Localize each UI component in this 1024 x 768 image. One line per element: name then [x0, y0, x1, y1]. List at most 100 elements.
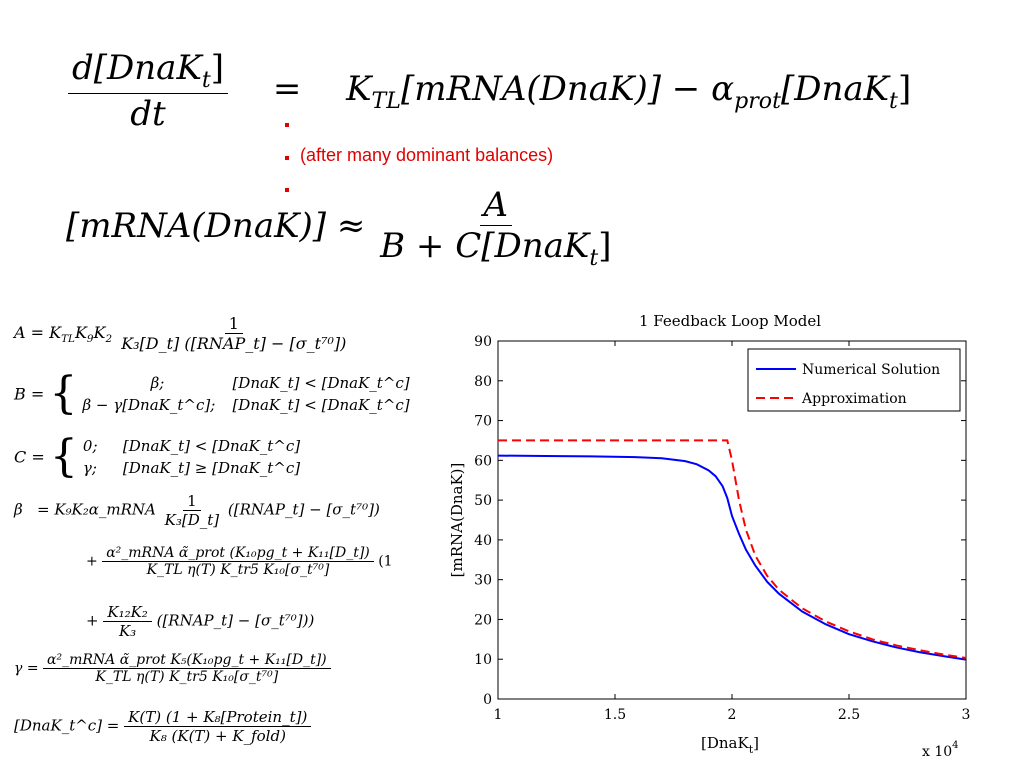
a-numerator: 1 [224, 314, 243, 334]
c-case1-condition: [DnaK_t] < [DnaK_t^c] [122, 437, 301, 455]
b-cases: β; [DnaK_t] < [DnaK_t^c] β − γ[DnaK_t^c];… [82, 372, 409, 416]
series-line-approximation [498, 439, 967, 659]
y-tick-label: 40 [474, 533, 492, 549]
gamma-numerator: α²_mRNA α̃_prot K₅(K₁₀pg_t + K₁₁[D_t]) [43, 652, 331, 669]
definition-gamma: γ = α²_mRNA α̃_prot K₅(K₁₀pg_t + K₁₁[D_t… [14, 652, 331, 685]
a-k2-sub: 2 [105, 333, 113, 346]
beta-line2-pre: + [86, 553, 98, 570]
definition-dnak-critical: [DnaK_t^c] = K(T) (1 + K₈[Protein_t]) K₈… [14, 708, 312, 745]
y-tick-label: 90 [474, 334, 492, 350]
dnak-rate-equation: d[DnaKt] dt = KTL[mRNA(DnaK)] − αprot[Dn… [68, 48, 911, 134]
beta-line3-post: ([RNAP_t] − [σ_t⁷⁰])) [156, 611, 315, 630]
rate-rhs: KTL[mRNA(DnaK)] − αprot[DnaKt] [346, 68, 912, 114]
x-tick-label: 2.5 [838, 707, 860, 723]
beta-line1-fraction: 1 K₃[D_t] [161, 492, 223, 529]
dnakc-lhs: [DnaK_t^c] = [14, 716, 120, 735]
c-case2-condition: [DnaK_t] ≥ [DnaK_t^c] [122, 459, 301, 477]
beta-line3-fraction: K₁₂K₂ K₃ [103, 603, 152, 640]
approx-den-sub: t [589, 244, 599, 271]
x-axis-label-main: [DnaK [701, 734, 749, 752]
approx-den-close: ] [598, 226, 612, 266]
x-axis-label: [DnaKt] [701, 734, 759, 756]
feedback-loop-chart: 1 Feedback Loop Model 0 10 20 30 40 50 60 70 80 9… [448, 312, 971, 760]
b-case2-value: β − γ[DnaK_t^c]; [82, 396, 216, 414]
derivative-numerator-sub: t [201, 66, 211, 93]
multiplier-base: x 10 [922, 744, 952, 760]
gamma-fraction: α²_mRNA α̃_prot K₅(K₁₀pg_t + K₁₁[D_t]) K… [43, 652, 331, 685]
approx-fraction: A B + C[DnaKt] [376, 185, 615, 271]
gamma-lhs: γ = [14, 660, 39, 677]
rhs-dnak-sub: t [889, 87, 898, 114]
a-k2: K [93, 323, 106, 342]
approx-denominator: B + C[DnaKt] [376, 226, 615, 271]
bullet-dot-1 [285, 123, 289, 127]
b-case1-value: β; [150, 374, 165, 392]
equals-sign: = [272, 68, 302, 109]
beta-line1-post: ([RNAP_t] − [σ_t⁷⁰]) [227, 500, 380, 519]
legend-label-approximation: Approximation [801, 391, 907, 407]
y-tick-label: 10 [474, 652, 492, 668]
c-lhs: C = [14, 447, 45, 467]
bullet-dot-3 [285, 188, 289, 192]
definition-beta-line3: + K₁₂K₂ K₃ ([RNAP_t] − [σ_t⁷⁰])) [86, 603, 314, 640]
x-tick-label: 3 [962, 707, 971, 723]
a-k9-sub: 9 [86, 333, 94, 346]
x-tick-label: 2 [728, 707, 737, 723]
derivative-denominator: dt [130, 93, 166, 134]
y-tick-label: 70 [474, 414, 492, 430]
x-tick-label: 1.5 [604, 707, 626, 723]
definition-a: A = KTLK9K2 1 K₃[D_t] ([RNAP_t] − [σ_t⁷⁰… [14, 314, 350, 353]
dnak-derivative-fraction: d[DnaKt] dt [68, 48, 229, 134]
dominant-balance-note: (after many dominant balances) [300, 145, 554, 165]
a-denominator: K₃[D_t] ([RNAP_t] − [σ_t⁷⁰]) [121, 334, 347, 353]
dnakc-denominator: K₈ (K(T) + K_fold) [149, 727, 286, 745]
beta-line3-numerator: K₁₂K₂ [103, 603, 152, 622]
beta-line2-numerator: α²_mRNA α̃_prot (K₁₀pg_t + K₁₁[D_t]) [102, 545, 374, 562]
rhs-dnak-close: ] [897, 68, 912, 109]
b-lhs: B = [14, 384, 45, 404]
rhs-k-sub: TL [371, 87, 401, 114]
rhs-mrna-term: [mRNA(DnaK)] − α [400, 68, 735, 109]
y-tick-label: 80 [474, 374, 492, 390]
c-cases: 0; [DnaK_t] < [DnaK_t^c] γ; [DnaK_t] ≥ [Dn… [83, 435, 300, 479]
series-line-numerical-solution [497, 454, 967, 661]
a-k9: K [74, 323, 87, 342]
x-axis-label-sub: t [749, 743, 754, 756]
definition-beta-line2: + α²_mRNA α̃_prot (K₁₀pg_t + K₁₁[D_t]) K… [86, 545, 393, 578]
a-lhs-sub: TL [61, 333, 75, 346]
rhs-dnak: [DnaK [780, 68, 890, 109]
approx-lhs: [mRNA(DnaK)] ≈ [66, 205, 366, 246]
dnakc-numerator: K(T) (1 + K₈[Protein_t]) [124, 708, 312, 727]
beta-line3-pre: + [86, 611, 99, 630]
chart-title: 1 Feedback Loop Model [639, 312, 821, 330]
b-case1-condition: [DnaK_t] < [DnaK_t^c] [232, 374, 410, 392]
legend-box [747, 348, 961, 412]
c-brace: { [49, 431, 78, 482]
a-lhs: A = K [14, 323, 62, 342]
multiplier-exponent: 4 [952, 740, 958, 751]
y-axis-label: [mRNA(DnaK)] [448, 463, 466, 578]
definition-b: B = { β; [DnaK_t] < [DnaK_t^c] β − γ[DnaK… [14, 372, 410, 416]
bullet-dot-2 [285, 156, 289, 160]
beta-lhs: β = [14, 500, 50, 519]
x-axis-multiplier: x 104 [922, 740, 959, 760]
beta-line3-denominator: K₃ [118, 622, 137, 640]
beta-line2-denominator: K_TL η(T) K_tr5 K₁₀[σ_t⁷⁰] [146, 562, 330, 578]
y-tick-label: 50 [474, 493, 492, 509]
definition-c: C = { 0; [DnaK_t] < [DnaK_t^c] γ; [DnaK_t]… [14, 435, 300, 479]
beta-line2-fraction: α²_mRNA α̃_prot (K₁₀pg_t + K₁₁[D_t]) K_T… [102, 545, 374, 578]
derivative-numerator: d[DnaK [72, 48, 202, 88]
rhs-alpha-sub: prot [734, 87, 781, 114]
derivative-numerator-close: ] [210, 48, 225, 88]
y-tick-label: 0 [483, 692, 492, 708]
b-case2-condition: [DnaK_t] < [DnaK_t^c] [232, 396, 410, 414]
y-tick-label: 20 [474, 612, 492, 628]
beta-line1-denominator: K₃[D_t] [164, 511, 220, 529]
mrna-approximation-equation: [mRNA(DnaK)] ≈ A B + C[DnaKt] [66, 185, 616, 271]
y-tick-label: 60 [474, 453, 492, 469]
a-fraction: 1 K₃[D_t] ([RNAP_t] − [σ_t⁷⁰]) [117, 314, 350, 353]
approx-numerator: A [479, 185, 513, 226]
beta-line2-post: (1 [378, 553, 393, 570]
dnakc-fraction: K(T) (1 + K₈[Protein_t]) K₈ (K(T) + K_fo… [124, 708, 312, 745]
beta-line1-pre: K₉K₂α_mRNA [54, 500, 156, 519]
